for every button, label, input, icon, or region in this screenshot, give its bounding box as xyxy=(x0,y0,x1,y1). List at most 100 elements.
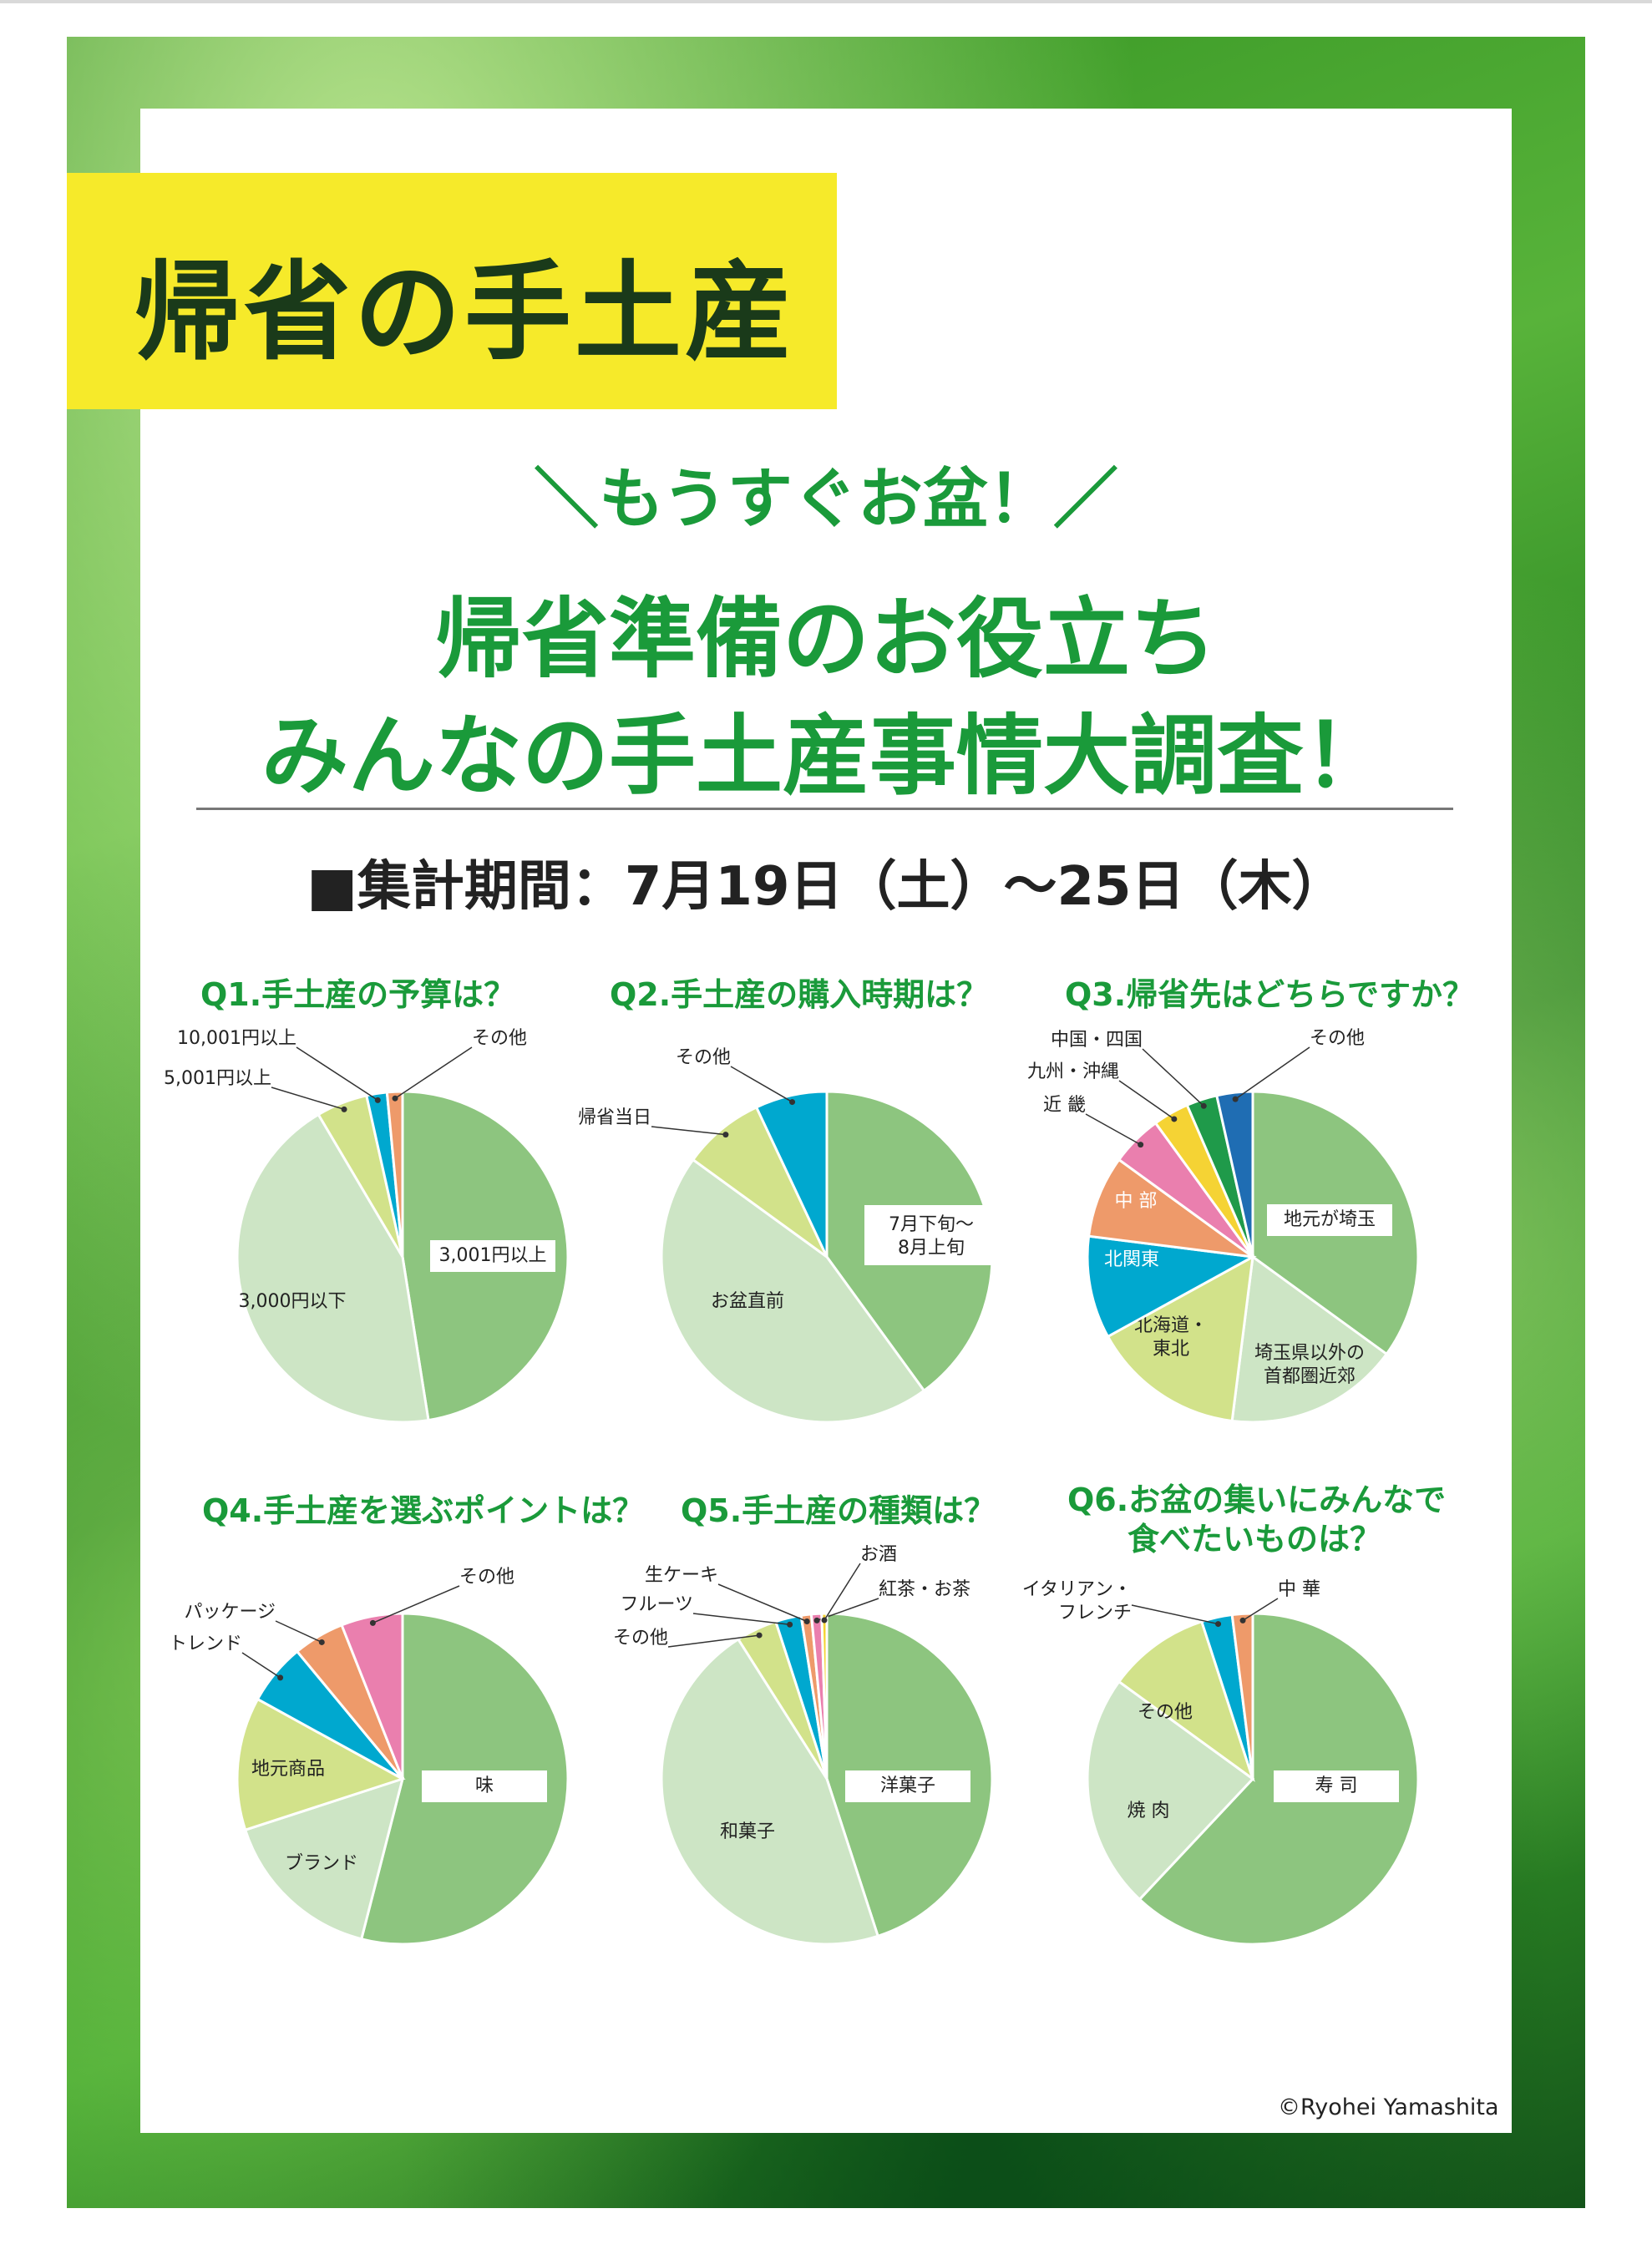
q2-label-1: 7月下旬〜 8月上旬 xyxy=(889,1214,974,1259)
q4-title: Q4.手土産を選ぶポイントは？ xyxy=(202,1492,645,1529)
q6-label-2: 焼 肉 xyxy=(1128,1801,1170,1821)
q1-label-5: その他 xyxy=(472,1028,527,1049)
q1-leader-dot-4 xyxy=(374,1097,381,1103)
q1-label-4: 10,001円以上 xyxy=(177,1028,296,1049)
q3-slice-5 xyxy=(1087,1157,1254,1259)
q2-label-2: お盆直前 xyxy=(711,1291,784,1312)
q5-title: Q5.手土産の種類は？ xyxy=(681,1492,996,1529)
q4-label-box-1 xyxy=(422,1770,547,1802)
q6-leader-5 xyxy=(1242,1598,1279,1622)
q4-label-1: 味 xyxy=(475,1775,494,1796)
q5-leader-dot-6 xyxy=(813,1617,820,1623)
q5-label-6: 紅茶・お茶 xyxy=(879,1579,970,1600)
q3-leader-8 xyxy=(1142,1048,1204,1107)
q3-leader-dot-6 xyxy=(1138,1142,1144,1148)
q2-leader-dot-4 xyxy=(789,1099,796,1106)
q3-leader-dot-9 xyxy=(1232,1096,1239,1102)
q1-label-3: 5,001円以上 xyxy=(164,1068,271,1089)
q4-slice-6 xyxy=(340,1612,404,1780)
q1-label-box-1 xyxy=(430,1240,555,1272)
q5-leader-4 xyxy=(692,1613,790,1625)
q4-leader-6 xyxy=(372,1585,460,1624)
q4-label-6: その他 xyxy=(459,1567,514,1588)
survey-period: ■集計期間：7月19日（土）〜25日（木） xyxy=(307,856,1345,918)
q1-slice-2 xyxy=(236,1112,430,1424)
q5-leader-5 xyxy=(717,1583,808,1623)
q5-label-3: その他 xyxy=(613,1628,668,1649)
q1-leader-dot-3 xyxy=(341,1106,347,1112)
q4-leader-dot-5 xyxy=(318,1639,325,1645)
q3-label-4: 北関東 xyxy=(1104,1249,1159,1270)
headline-line-1: 帰省準備のお役立ち xyxy=(434,588,1217,690)
q4-slice-3 xyxy=(236,1697,406,1832)
q6-label-4: イタリアン・フレンチ xyxy=(1022,1579,1132,1623)
q4-label-4: トレンド xyxy=(169,1634,242,1654)
q3-label-box-1 xyxy=(1267,1204,1392,1236)
q5-leader-dot-4 xyxy=(787,1621,793,1628)
divider-rule xyxy=(196,808,1453,810)
q3-label-8: 中国・四国 xyxy=(1051,1030,1143,1051)
q3-slice-4 xyxy=(1086,1234,1257,1339)
q2-leader-3 xyxy=(651,1126,726,1136)
photo-credit: ©Ryohei Yamashita xyxy=(1278,2095,1499,2120)
q6-label-5: 中 華 xyxy=(1278,1579,1320,1600)
q5-label-5: 生ケーキ xyxy=(645,1565,718,1586)
q4-slice-2 xyxy=(243,1776,405,1941)
q5-slice-7 xyxy=(820,1612,829,1780)
q3-leader-6 xyxy=(1085,1113,1142,1146)
q6-label-1: 寿 司 xyxy=(1315,1775,1358,1796)
q5-label-2: 和菓子 xyxy=(720,1821,775,1842)
q4-leader-dot-6 xyxy=(369,1619,376,1626)
q3-label-3: 北海道・東北 xyxy=(1134,1315,1208,1360)
q4-leader-4 xyxy=(241,1652,281,1679)
q1-leader-5 xyxy=(394,1046,473,1099)
q2-label-3: 帰省当日 xyxy=(578,1107,651,1128)
q2-label-4: その他 xyxy=(676,1047,731,1068)
q1-title: Q1.手土産の予算は？ xyxy=(200,976,516,1013)
q5-label-1: 洋菓子 xyxy=(880,1775,935,1796)
q5-leader-dot-5 xyxy=(803,1618,810,1624)
q6-title-line-1: Q6.お盆の集いにみんなで xyxy=(1067,1482,1447,1518)
q4-label-5: パッケージ xyxy=(184,1602,276,1623)
q3-slice-3 xyxy=(1106,1254,1254,1423)
headline-line-2: みんなの手土産事情大調査！ xyxy=(261,705,1391,807)
top-divider xyxy=(0,0,1652,3)
q5-leader-3 xyxy=(667,1634,760,1648)
q3-label-7: 九州・沖縄 xyxy=(1027,1061,1119,1082)
q3-slice-9 xyxy=(1215,1090,1254,1258)
q6-slice-2 xyxy=(1086,1679,1255,1902)
page-title: 帰省の手土産 xyxy=(134,250,796,375)
q1-leader-3 xyxy=(271,1087,345,1111)
q6-leader-dot-4 xyxy=(1215,1621,1222,1628)
q1-leader-dot-5 xyxy=(392,1095,398,1102)
q1-slice-5 xyxy=(385,1090,404,1258)
q5-slice-2 xyxy=(660,1637,880,1946)
q6-title-line-2: 食べたいものは？ xyxy=(1128,1521,1382,1558)
q1-label-2: 3,000円以下 xyxy=(239,1291,347,1312)
q3-label-9: その他 xyxy=(1310,1028,1365,1049)
q6-leader-dot-5 xyxy=(1239,1617,1246,1623)
q3-leader-9 xyxy=(1234,1046,1310,1100)
q2-leader-4 xyxy=(730,1066,793,1103)
q3-leader-dot-7 xyxy=(1171,1116,1178,1122)
q5-leader-7 xyxy=(823,1563,861,1621)
q5-label-4: フルーツ xyxy=(620,1594,693,1615)
q3-slice-2 xyxy=(1230,1254,1389,1424)
q4-label-3: 地元商品 xyxy=(251,1759,325,1780)
q3-label-2: 埼玉県以外の首都圏近郊 xyxy=(1254,1343,1365,1387)
q4-leader-5 xyxy=(275,1620,322,1644)
q2-slice-3 xyxy=(691,1105,829,1259)
q4-leader-dot-4 xyxy=(277,1674,284,1681)
q2-leader-dot-3 xyxy=(722,1132,729,1138)
q3-leader-dot-8 xyxy=(1200,1102,1207,1109)
q6-label-3: その他 xyxy=(1138,1702,1193,1723)
q5-leader-dot-7 xyxy=(821,1617,828,1623)
q6-label-box-1 xyxy=(1274,1770,1399,1802)
q6-slice-3 xyxy=(1117,1619,1255,1782)
q2-slice-2 xyxy=(660,1157,926,1424)
